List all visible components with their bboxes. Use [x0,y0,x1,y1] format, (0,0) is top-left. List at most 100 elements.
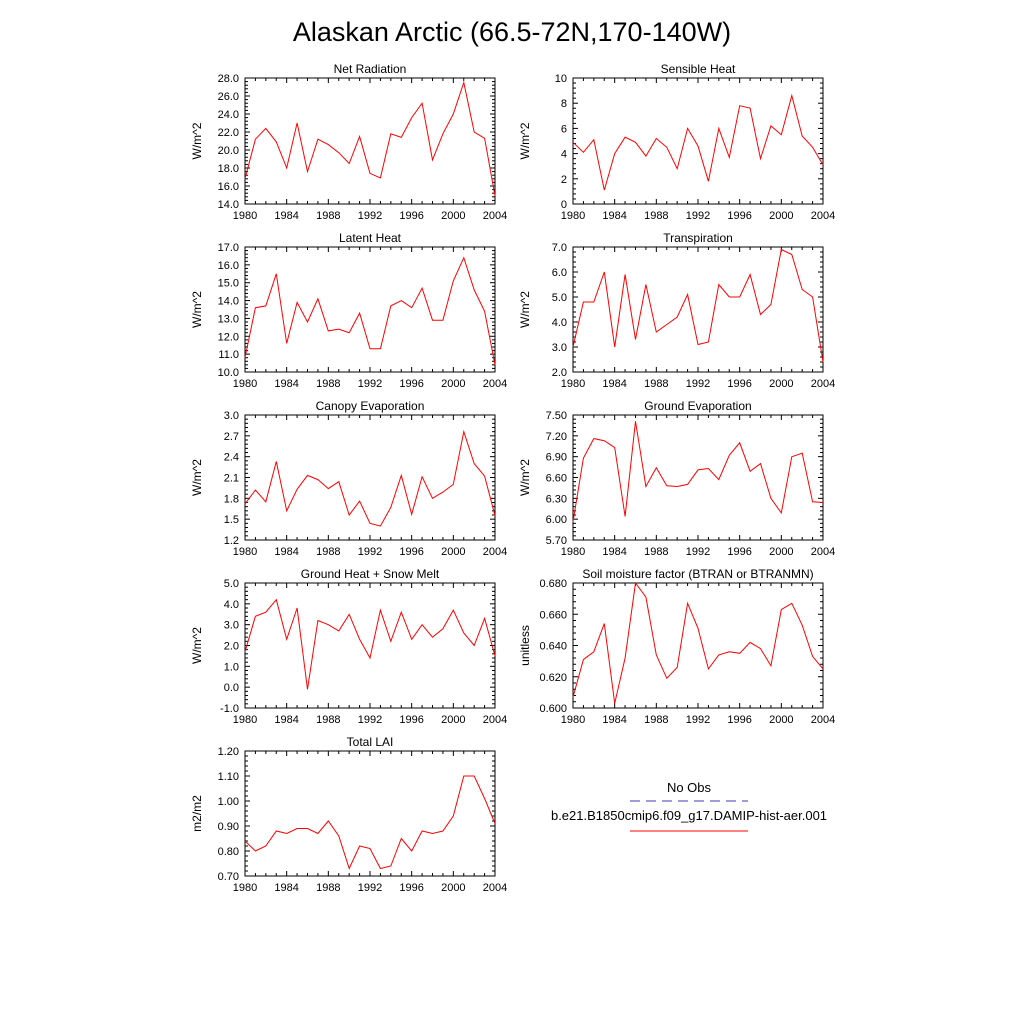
chart-panel-5: 1980 1984 1988 1992 1996 2000 2004 5.70 6.00 6.30… [518,399,835,558]
x-tick-label: 2004 [483,378,507,390]
x-tick-label: 1988 [316,378,340,390]
y-tick-label: 1.0 [224,661,239,673]
x-tick-label: 1984 [602,546,626,558]
chart-title: Total LAI [347,735,394,749]
x-tick-label: 1988 [644,378,668,390]
y-tick-label: 3.0 [552,342,567,354]
x-tick-label: 1980 [233,378,257,390]
y-tick-label: 16.0 [218,181,239,193]
y-tick-label: 14.0 [218,199,239,211]
y-tick-label: 22.0 [218,127,239,139]
y-tick-label: 0.620 [539,672,567,684]
y-tick-label: 8 [561,98,567,110]
y-tick-label: 2 [561,174,567,186]
y-tick-label: 5.0 [552,292,567,304]
y-tick-label: 28.0 [218,73,239,85]
y-tick-label: 0.70 [218,871,239,883]
x-tick-label: 1996 [399,378,423,390]
y-axis-label: m2/m2 [190,795,204,832]
x-tick-label: 2000 [441,210,465,222]
x-tick-label: 1996 [399,882,423,894]
x-tick-label: 2004 [811,546,835,558]
x-tick-label: 1992 [686,210,710,222]
y-tick-label: 1.20 [218,746,239,758]
y-tick-label: 14.0 [218,296,239,308]
y-axis-label: W/m^2 [518,291,532,328]
x-tick-label: 2004 [811,378,835,390]
y-tick-label: 2.1 [224,473,239,485]
x-tick-label: 1984 [602,714,626,726]
legend-label-obs: No Obs [667,780,712,795]
y-tick-label: 2.0 [224,641,239,653]
y-tick-label: 6.00 [546,514,567,526]
y-tick-label: 17.0 [218,242,239,254]
chart-title: Canopy Evaporation [316,399,425,413]
x-tick-label: 2004 [811,714,835,726]
x-tick-label: 2000 [441,546,465,558]
y-tick-label: 3.0 [224,410,239,422]
y-axis-label: W/m^2 [190,291,204,328]
y-tick-label: 10.0 [218,367,239,379]
y-tick-label: 6.30 [546,493,567,505]
chart-panel-7: 1980 1984 1988 1992 1996 2000 2004 0.600 0.620 0.… [518,567,835,726]
series-line [244,775,496,870]
series-line [244,80,496,196]
chart-title: Transpiration [663,231,733,245]
y-tick-label: 12.0 [218,331,239,343]
y-tick-label: 5.0 [224,578,239,590]
x-tick-label: 1984 [274,882,298,894]
x-tick-label: 1988 [316,210,340,222]
y-tick-label: 3.0 [224,620,239,632]
y-tick-label: 1.2 [224,535,239,547]
x-tick-label: 1984 [602,378,626,390]
x-tick-label: 1996 [399,546,423,558]
y-tick-label: 1.8 [224,493,239,505]
chart-panel-4: 1980 1984 1988 1992 1996 2000 2004 1.2 1.5 1.8 2.1… [190,399,507,558]
y-tick-label: 0.660 [539,609,567,621]
y-axis-label: W/m^2 [518,459,532,496]
x-tick-label: 1988 [644,546,668,558]
y-axis-label: W/m^2 [190,627,204,664]
y-axis-label: W/m^2 [190,459,204,496]
panels: 1980 1984 1988 1992 1996 2000 2004 14.0 16.0 18.0… [190,62,835,894]
x-tick-label: 1996 [399,210,423,222]
x-tick-label: 2000 [441,882,465,894]
y-tick-label: 1.10 [218,771,239,783]
y-tick-label: 6 [561,123,567,135]
x-tick-label: 2004 [811,210,835,222]
x-tick-label: 2000 [769,546,793,558]
x-tick-label: 1984 [602,210,626,222]
series-line [572,248,824,363]
y-tick-label: 6.90 [546,452,567,464]
x-tick-label: 2000 [441,714,465,726]
series-line [244,598,496,690]
chart-panel-1: 1980 1984 1988 1992 1996 2000 2004 0 2 4 6 8 10 Sensi… [518,62,835,222]
y-tick-label: 4 [561,149,567,161]
y-tick-label: -1.0 [220,703,239,715]
x-tick-label: 2004 [483,714,507,726]
x-tick-label: 1984 [274,378,298,390]
y-tick-label: 20.0 [218,145,239,157]
y-tick-label: 11.0 [218,349,239,361]
x-tick-label: 1992 [686,546,710,558]
x-tick-label: 2000 [441,378,465,390]
x-tick-label: 2004 [483,882,507,894]
y-tick-label: 6.60 [546,473,567,485]
y-tick-label: 26.0 [218,91,239,103]
x-tick-label: 1988 [644,210,668,222]
chart-title: Soil moisture factor (BTRAN or BTRANMN) [582,567,813,581]
x-tick-label: 1980 [561,210,585,222]
chart-panel-8: 1980 1984 1988 1992 1996 2000 2004 0.70 0.80 0.90… [190,735,507,894]
y-tick-label: 7.50 [546,410,567,422]
x-tick-label: 1992 [686,378,710,390]
legend: No Obs b.e21.B1850cmip6.f09_g17.DAMIP-hi… [551,780,827,832]
figure-title: Alaskan Arctic (66.5-72N,170-140W) [293,17,731,47]
y-tick-label: 16.0 [218,260,239,272]
y-tick-label: 13.0 [218,313,239,325]
x-tick-label: 1996 [727,378,751,390]
x-tick-label: 1992 [358,210,382,222]
x-tick-label: 1980 [233,210,257,222]
x-tick-label: 1980 [561,378,585,390]
y-tick-label: 24.0 [218,109,239,121]
